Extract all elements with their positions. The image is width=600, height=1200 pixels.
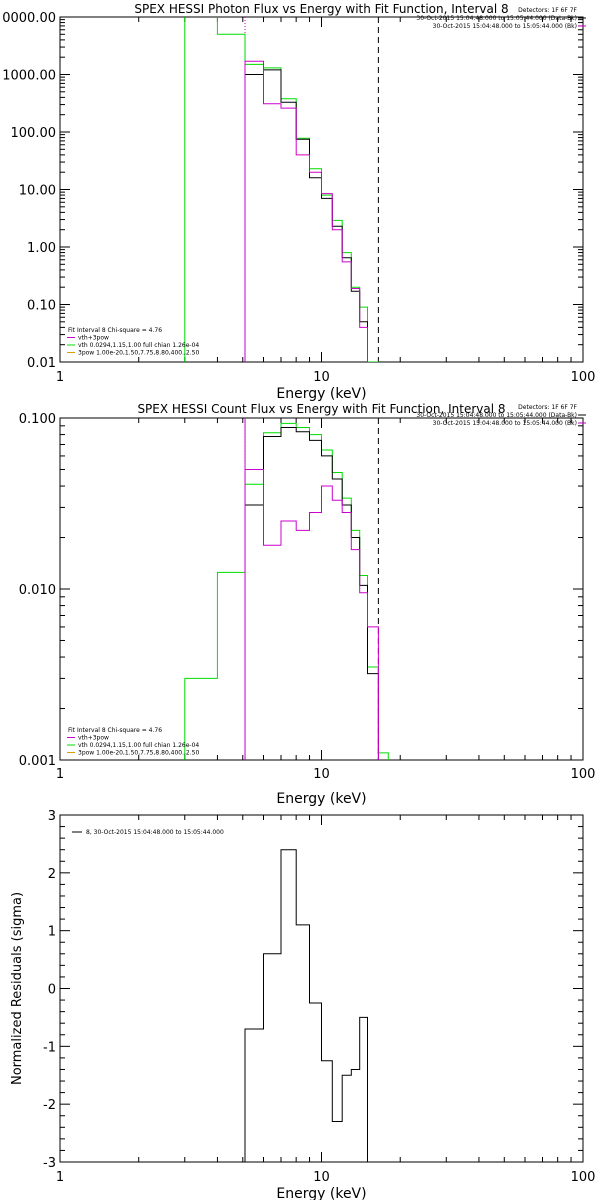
y-tick-label: 0.010: [19, 583, 56, 598]
legend-entry: 30-Oct-2015 15:04:48.000 to 15:05:44.000…: [416, 15, 577, 22]
x-tick-label: 10: [313, 370, 330, 385]
legend-entry: 30-Oct-2015 15:04:48.000 to 15:05:44.000…: [416, 412, 577, 419]
y-tick-label: 10.00: [19, 184, 56, 199]
series-step-line: [244, 427, 379, 760]
fit-legend-entry: 3pow 1.00e-20,1.50,7.75,8.80,400.,2.50: [78, 750, 199, 757]
y-tick-label: 0.01: [27, 356, 56, 371]
y-axis-label: Normalized Residuals (sigma): [10, 892, 25, 1085]
y-tick-label: -3: [43, 1156, 56, 1171]
chart-title: SPEX HESSI Count Flux vs Energy with Fit…: [137, 402, 505, 416]
x-tick-label: 1: [56, 370, 64, 385]
fit-legend-entry: Fit Interval 8 Chi-square = 4.76: [68, 727, 162, 734]
y-tick-label: 2: [48, 867, 56, 882]
x-tick-label: 1: [56, 1170, 64, 1185]
chart-title: SPEX HESSI Photon Flux vs Energy with Fi…: [134, 2, 508, 16]
series-step-line: [184, 17, 389, 362]
series-step-line: [244, 69, 368, 362]
x-tick-label: 10: [313, 1170, 330, 1185]
legend-entry: 30-Oct-2015 15:04:48.000 to 15:05:44.000…: [433, 23, 577, 30]
series-step-line: [244, 849, 368, 1162]
y-tick-label: -1: [43, 1040, 56, 1055]
series-step-line: [244, 469, 379, 760]
y-tick-label: 0.10: [27, 299, 56, 314]
fit-legend-entry: vth 0.0294,1.15,1.00 full chian 1.26e-04: [78, 342, 199, 349]
x-tick-label: 100: [571, 1170, 596, 1185]
plot-frame: [59, 417, 584, 761]
x-tick-label: 10: [313, 767, 330, 782]
legend-entry: 8, 30-Oct-2015 15:04:48.000 to 15:05:44.…: [86, 829, 224, 836]
legend-entry: Detectors: 1F 6F 7F: [518, 404, 577, 411]
y-tick-label: 3: [48, 809, 56, 824]
y-tick-label: 0.001: [19, 754, 56, 769]
y-tick-label: -2: [43, 1098, 56, 1113]
y-tick-label: 1.00: [27, 241, 56, 256]
y-tick-label: 1: [48, 925, 56, 940]
x-tick-label: 1: [56, 767, 64, 782]
fit-legend-entry: vth+3pow: [78, 735, 109, 742]
y-tick-label: 1000.00: [2, 69, 56, 84]
fit-legend-entry: 3pow 1.00e-20,1.50,7.75,8.80,400.,2.50: [78, 350, 199, 357]
y-tick-label: 0000.00: [2, 11, 56, 26]
x-axis-label: Energy (keV): [276, 1186, 366, 1200]
x-tick-label: 100: [571, 370, 596, 385]
y-tick-label: 0: [48, 983, 56, 998]
legend-entry: Detectors: 1F 6F 7F: [518, 7, 577, 14]
x-tick-label: 100: [571, 767, 596, 782]
y-tick-label: 0.100: [19, 412, 56, 427]
fit-legend-entry: vth+3pow: [78, 335, 109, 342]
x-axis-label: Energy (keV): [276, 791, 366, 807]
fit-legend-entry: Fit Interval 8 Chi-square = 4.76: [68, 327, 162, 334]
y-tick-label: 100.00: [11, 126, 57, 141]
legend-entry: 30-Oct-2015 15:04:48.000 to 15:05:44.000…: [433, 420, 577, 427]
series-step-line: [184, 422, 389, 760]
series-step-line: [244, 60, 368, 362]
x-axis-label: Energy (keV): [276, 386, 366, 402]
plot-frame: [59, 814, 584, 1163]
fit-legend-entry: vth 0.0294,1.15,1.00 full chian 1.26e-04: [78, 742, 199, 749]
